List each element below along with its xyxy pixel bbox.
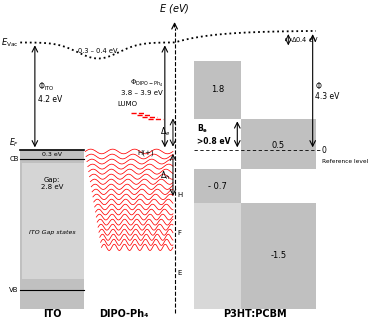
Text: - 0.7: - 0.7: [208, 182, 227, 191]
Text: $\Delta_e$: $\Delta_e$: [160, 126, 171, 138]
Text: $\Phi_{\rm ITO}$
4.2 eV: $\Phi_{\rm ITO}$ 4.2 eV: [38, 80, 62, 104]
Bar: [20, 150, 84, 308]
Text: 0.3 eV: 0.3 eV: [42, 152, 62, 157]
Text: E: E: [177, 270, 182, 276]
Bar: [22, 163, 84, 279]
Text: VB: VB: [9, 287, 18, 293]
Bar: [194, 62, 241, 118]
Text: 1.8: 1.8: [211, 86, 224, 94]
Bar: [241, 203, 316, 308]
Text: P3HT:PCBM: P3HT:PCBM: [223, 309, 287, 319]
Text: Gap:
2.8 eV: Gap: 2.8 eV: [41, 177, 63, 191]
Text: H(+): H(+): [137, 149, 154, 156]
Text: 0: 0: [322, 146, 327, 155]
Text: Reference level: Reference level: [322, 159, 368, 164]
Bar: [194, 203, 241, 308]
Text: $\Delta$0.4 eV: $\Delta$0.4 eV: [290, 35, 318, 44]
Text: $E$ (eV): $E$ (eV): [159, 2, 190, 15]
Text: LUMO: LUMO: [117, 101, 138, 107]
Text: 0.5: 0.5: [272, 141, 285, 150]
Text: $E_{\rm Vac}$: $E_{\rm Vac}$: [1, 36, 18, 49]
Bar: [241, 118, 316, 169]
Text: F: F: [177, 230, 181, 236]
Text: $\Phi_{\rm DIPO-Ph_4}$
3.8 – 3.9 eV: $\Phi_{\rm DIPO-Ph_4}$ 3.8 – 3.9 eV: [121, 78, 163, 96]
Text: 0.3 – 0.4 eV: 0.3 – 0.4 eV: [79, 48, 118, 53]
Text: ITO: ITO: [43, 309, 61, 319]
Text: $\mathbf{B_e}$
>0.8 eV: $\mathbf{B_e}$ >0.8 eV: [197, 123, 231, 146]
Text: $E_F$: $E_F$: [8, 136, 18, 148]
Text: $\Phi$
4.3 eV: $\Phi$ 4.3 eV: [315, 80, 339, 101]
Text: ITO Gap states: ITO Gap states: [29, 230, 75, 235]
Text: H: H: [177, 192, 182, 198]
Text: CB: CB: [9, 156, 18, 162]
Text: DIPO-Ph₄: DIPO-Ph₄: [100, 309, 149, 319]
Text: $\Delta_h$: $\Delta_h$: [161, 169, 171, 182]
Text: -1.5: -1.5: [270, 251, 287, 260]
Bar: [194, 169, 241, 203]
